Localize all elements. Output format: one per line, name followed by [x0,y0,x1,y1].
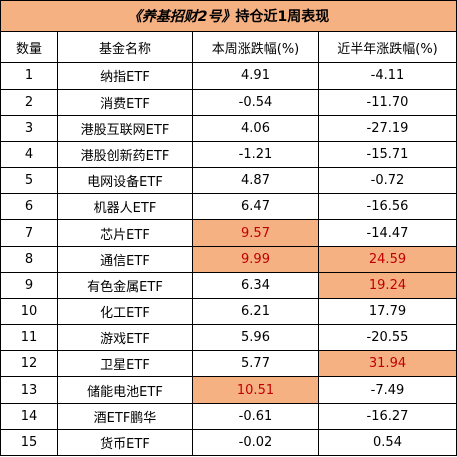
row-number-cell: 14 [0,402,58,430]
row-number-cell: 15 [0,428,58,457]
weekly-change-cell: 9.57 [192,219,319,247]
table-row: 14 酒ETF鹏华 -0.61 -16.27 [0,402,457,430]
half-year-change-cell: -7.49 [318,376,457,404]
table-row: 9 有色金属ETF 6.34 19.24 [0,271,457,299]
row-number-cell: 6 [0,193,58,221]
weekly-change-cell: 9.99 [192,245,319,273]
table-row: 12 卫星ETF 5.77 31.94 [0,350,457,378]
table-row: 1 纳指ETF 4.91 -4.11 [0,62,457,90]
table-row: 6 机器人ETF 6.47 -16.56 [0,193,457,221]
fund-name-cell: 电网设备ETF [57,167,193,195]
row-number-cell: 10 [0,297,58,326]
table-row: 8 通信ETF 9.99 24.59 [0,245,457,273]
fund-name-cell: 储能电池ETF [57,376,193,404]
table-row: 3 港股互联网ETF 4.06 -27.19 [0,114,457,142]
header-weekly-change: 本周涨跌幅(%) [192,31,319,64]
table-row: 5 电网设备ETF 4.87 -0.72 [0,167,457,195]
table-title-desc: 持仓近1周表现 [235,9,330,26]
half-year-change-cell: -4.11 [318,62,457,90]
half-year-change-cell: -0.72 [318,167,457,195]
weekly-change-cell: 6.21 [192,297,319,326]
row-number-cell: 4 [0,140,58,169]
half-year-change-cell: 31.94 [318,350,457,378]
header-fund-name: 基金名称 [57,31,193,64]
weekly-change-cell: 4.06 [192,114,319,142]
fund-name-cell: 有色金属ETF [57,271,193,299]
row-number-cell: 9 [0,271,58,299]
half-year-change-cell: -11.70 [318,88,457,116]
row-number-cell: 1 [0,62,58,90]
half-year-change-cell: 19.24 [318,271,457,299]
half-year-change-cell: -20.55 [318,324,457,352]
row-number-cell: 12 [0,350,58,378]
table-row: 4 港股创新药ETF -1.21 -15.71 [0,140,457,169]
row-number-cell: 8 [0,245,58,273]
half-year-change-cell: 17.79 [318,297,457,326]
half-year-change-cell: 0.54 [318,428,457,457]
row-number-cell: 2 [0,88,58,116]
weekly-change-cell: 6.34 [192,271,319,299]
row-number-cell: 7 [0,219,58,247]
half-year-change-cell: -14.47 [318,219,457,247]
table-row: 11 游戏ETF 5.96 -20.55 [0,324,457,352]
weekly-change-cell: -0.02 [192,428,319,457]
weekly-change-cell: 10.51 [192,376,319,404]
half-year-change-cell: 24.59 [318,245,457,273]
fund-name-cell: 货币ETF [57,428,193,457]
weekly-change-cell: 5.77 [192,350,319,378]
fund-name-cell: 游戏ETF [57,324,193,352]
fund-name-cell: 化工ETF [57,297,193,326]
table-row: 10 化工ETF 6.21 17.79 [0,297,457,326]
fund-name-cell: 芯片ETF [57,219,193,247]
table-row: 13 储能电池ETF 10.51 -7.49 [0,376,457,404]
half-year-change-cell: -27.19 [318,114,457,142]
fund-name-cell: 消费ETF [57,88,193,116]
fund-name-cell: 卫星ETF [57,350,193,378]
half-year-change-cell: -15.71 [318,140,457,169]
half-year-change-cell: -16.56 [318,193,457,221]
header-half-year-change: 近半年涨跌幅(%) [318,31,457,64]
row-number-cell: 13 [0,376,58,404]
weekly-change-cell: -1.21 [192,140,319,169]
weekly-change-cell: 4.91 [192,62,319,90]
weekly-change-cell: -0.61 [192,402,319,430]
row-number-cell: 3 [0,114,58,142]
weekly-change-cell: -0.54 [192,88,319,116]
header-count: 数量 [0,31,58,64]
fund-name-cell: 港股互联网ETF [57,114,193,142]
row-number-cell: 11 [0,324,58,352]
fund-name-cell: 酒ETF鹏华 [57,402,193,430]
weekly-change-cell: 5.96 [192,324,319,352]
row-number-cell: 5 [0,167,58,195]
fund-name-cell: 通信ETF [57,245,193,273]
half-year-change-cell: -16.27 [318,402,457,430]
table-title: 《养基招财2号》持仓近1周表现 [0,0,457,33]
fund-name-cell: 港股创新药ETF [57,140,193,169]
fund-name-cell: 纳指ETF [57,62,193,90]
table-title-name: 《养基招财2号》 [127,9,236,26]
weekly-change-cell: 6.47 [192,193,319,221]
table-row: 7 芯片ETF 9.57 -14.47 [0,219,457,247]
fund-name-cell: 机器人ETF [57,193,193,221]
table-row: 2 消费ETF -0.54 -11.70 [0,88,457,116]
weekly-change-cell: 4.87 [192,167,319,195]
table-row: 15 货币ETF -0.02 0.54 [0,428,457,457]
